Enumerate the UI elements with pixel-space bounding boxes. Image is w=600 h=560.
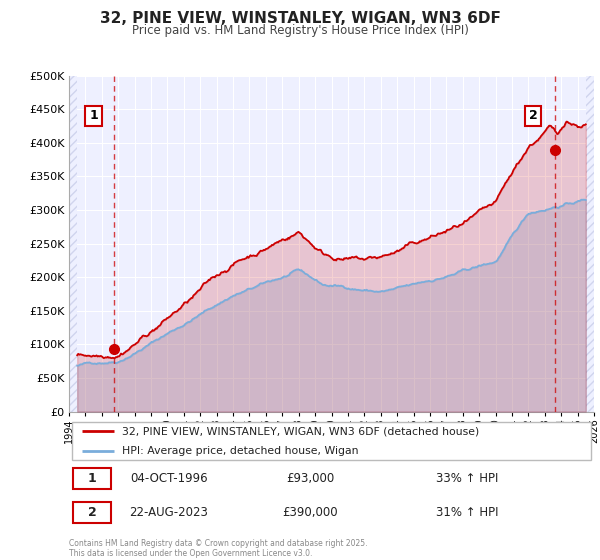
Text: £390,000: £390,000 [283, 506, 338, 519]
Text: 2: 2 [88, 506, 97, 519]
Text: 32, PINE VIEW, WINSTANLEY, WIGAN, WN3 6DF (detached house): 32, PINE VIEW, WINSTANLEY, WIGAN, WN3 6D… [121, 426, 479, 436]
FancyBboxPatch shape [73, 502, 111, 523]
Text: 22-AUG-2023: 22-AUG-2023 [130, 506, 208, 519]
FancyBboxPatch shape [71, 422, 592, 460]
Text: 33% ↑ HPI: 33% ↑ HPI [437, 472, 499, 486]
Text: 1: 1 [89, 109, 98, 123]
Text: HPI: Average price, detached house, Wigan: HPI: Average price, detached house, Wiga… [121, 446, 358, 456]
Text: Price paid vs. HM Land Registry's House Price Index (HPI): Price paid vs. HM Land Registry's House … [131, 24, 469, 37]
Text: 2: 2 [529, 109, 538, 123]
Text: 32, PINE VIEW, WINSTANLEY, WIGAN, WN3 6DF: 32, PINE VIEW, WINSTANLEY, WIGAN, WN3 6D… [100, 11, 500, 26]
Text: £93,000: £93,000 [286, 472, 335, 486]
FancyBboxPatch shape [73, 468, 111, 489]
Text: Contains HM Land Registry data © Crown copyright and database right 2025.
This d: Contains HM Land Registry data © Crown c… [69, 539, 367, 558]
Text: 1: 1 [88, 472, 97, 486]
Text: 04-OCT-1996: 04-OCT-1996 [130, 472, 208, 486]
Text: 31% ↑ HPI: 31% ↑ HPI [437, 506, 499, 519]
